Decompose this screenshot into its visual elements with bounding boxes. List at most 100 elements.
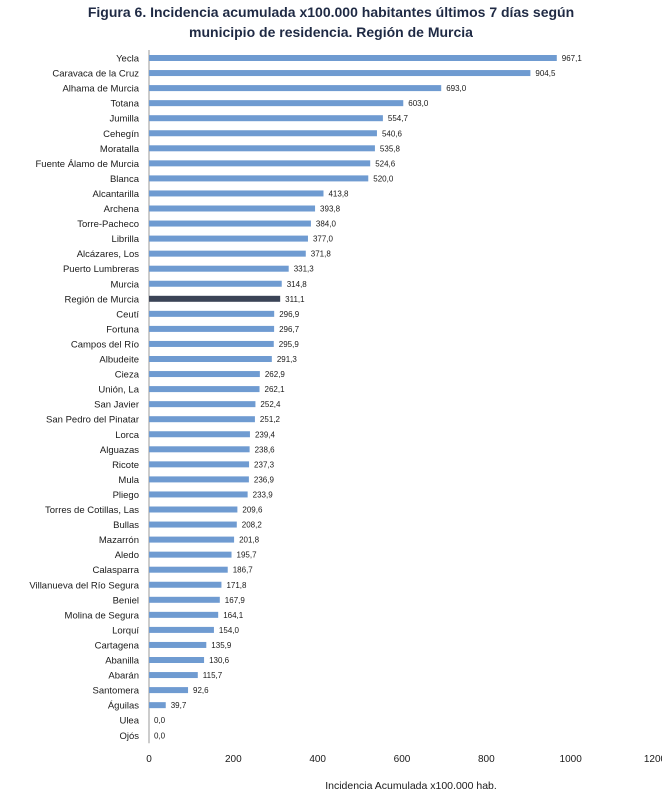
- category-label: Abanilla: [105, 656, 140, 667]
- category-label: Mula: [118, 475, 139, 486]
- value-label: 262,1: [265, 385, 286, 394]
- category-label: Alhama de Murcia: [62, 84, 139, 95]
- category-label: Villanueva del Río Segura: [29, 580, 139, 591]
- category-label: Murcia: [110, 279, 139, 290]
- bar: [149, 431, 250, 438]
- category-label: Cieza: [115, 370, 140, 381]
- value-label: 393,8: [320, 205, 341, 214]
- category-label: Ojós: [119, 731, 139, 742]
- value-label: 291,3: [277, 355, 298, 364]
- value-label: 251,2: [260, 415, 281, 424]
- value-label: 195,7: [237, 551, 258, 560]
- category-label: Ceutí: [116, 309, 139, 320]
- category-label: San Pedro del Pinatar: [46, 415, 139, 426]
- category-label: Bullas: [113, 520, 139, 531]
- category-label: Cartagena: [95, 640, 140, 651]
- bar: [149, 461, 250, 468]
- x-tick-labels-group: 0 200 400 600 800 1000 1200: [146, 754, 662, 765]
- value-label: 967,1: [562, 54, 583, 63]
- value-label: 554,7: [388, 114, 409, 123]
- bar: [149, 702, 166, 709]
- value-label: 693,0: [446, 84, 467, 93]
- category-label: Mazarrón: [99, 535, 139, 546]
- x-tick-label: 1000: [560, 754, 583, 765]
- bar: [149, 190, 324, 197]
- value-label: 904,5: [535, 69, 556, 78]
- bar: [149, 115, 383, 122]
- bar: [149, 581, 222, 588]
- category-labels-group: Yecla Caravaca de la Cruz Alhama de Murcia…: [29, 54, 139, 742]
- value-label: 237,3: [254, 460, 275, 469]
- bar: [149, 626, 214, 633]
- category-label: Lorquí: [112, 625, 139, 636]
- value-label: 130,6: [209, 656, 230, 665]
- x-axis-label: Incidencia Acumulada x100.000 hab.: [325, 780, 497, 792]
- value-label: 115,7: [203, 671, 223, 680]
- bar: [149, 386, 260, 393]
- bar: [149, 145, 375, 152]
- bar: [149, 476, 249, 483]
- bar: [149, 130, 377, 137]
- value-label: 520,0: [373, 174, 394, 183]
- category-label: Ricote: [112, 460, 139, 471]
- bar: [149, 687, 189, 694]
- value-label: 524,6: [375, 159, 396, 168]
- chart-title: Figura 6. Incidencia acumulada x100.000 …: [0, 2, 662, 42]
- value-label: 171,8: [226, 581, 247, 590]
- value-label: 540,6: [382, 129, 403, 138]
- bar: [149, 175, 369, 182]
- bars-group: [149, 55, 557, 709]
- category-label: Campos del Río: [71, 339, 139, 350]
- category-label: Región de Murcia: [65, 294, 140, 305]
- x-tick-label: 200: [225, 754, 242, 765]
- category-label: Ulea: [119, 716, 139, 727]
- value-label: 0,0: [154, 716, 166, 725]
- value-label: 154,0: [219, 626, 240, 635]
- bar: [149, 160, 371, 167]
- value-label: 238,6: [255, 445, 276, 454]
- bar: [149, 536, 235, 543]
- category-label: Albudeite: [99, 355, 139, 366]
- bar: [149, 310, 275, 317]
- value-label: 384,0: [316, 220, 337, 229]
- category-label: Jumilla: [109, 114, 139, 125]
- category-label: Alcantarilla: [93, 189, 140, 200]
- bar: [149, 220, 311, 227]
- bar: [149, 100, 404, 107]
- bar: [149, 506, 238, 513]
- category-label: Beniel: [113, 595, 139, 606]
- bar: [149, 55, 557, 61]
- value-label: 314,8: [287, 280, 308, 289]
- chart-title-line2: municipio de residencia. Región de Murci…: [189, 24, 473, 40]
- value-label: 0,0: [154, 731, 166, 740]
- value-label: 209,6: [242, 506, 263, 515]
- bar: [149, 371, 260, 378]
- x-tick-label: 600: [394, 754, 411, 765]
- bar: [149, 611, 219, 618]
- value-label: 135,9: [211, 641, 232, 650]
- category-label: Blanca: [110, 174, 140, 185]
- category-label: Aledo: [115, 550, 139, 561]
- bar: [149, 521, 237, 528]
- bar: [149, 491, 248, 498]
- category-label: Yecla: [116, 54, 140, 65]
- value-label: 295,9: [279, 340, 300, 349]
- category-label: Totana: [110, 99, 139, 110]
- value-label: 252,4: [260, 400, 281, 409]
- value-label: 296,9: [279, 310, 300, 319]
- category-label: Águilas: [108, 701, 139, 712]
- value-label: 233,9: [253, 490, 274, 499]
- bar: [149, 416, 255, 423]
- category-label: Puerto Lumbreras: [63, 264, 139, 275]
- category-label: Torres de Cotillas, Las: [45, 505, 139, 516]
- value-label: 535,8: [380, 144, 401, 153]
- bar: [149, 325, 275, 332]
- value-label: 92,6: [193, 686, 209, 695]
- value-label: 331,3: [294, 265, 315, 274]
- bar: [149, 657, 205, 663]
- bar: [149, 205, 316, 212]
- value-label: 167,9: [225, 596, 246, 605]
- value-label: 262,9: [265, 370, 286, 379]
- category-label: San Javier: [94, 400, 139, 411]
